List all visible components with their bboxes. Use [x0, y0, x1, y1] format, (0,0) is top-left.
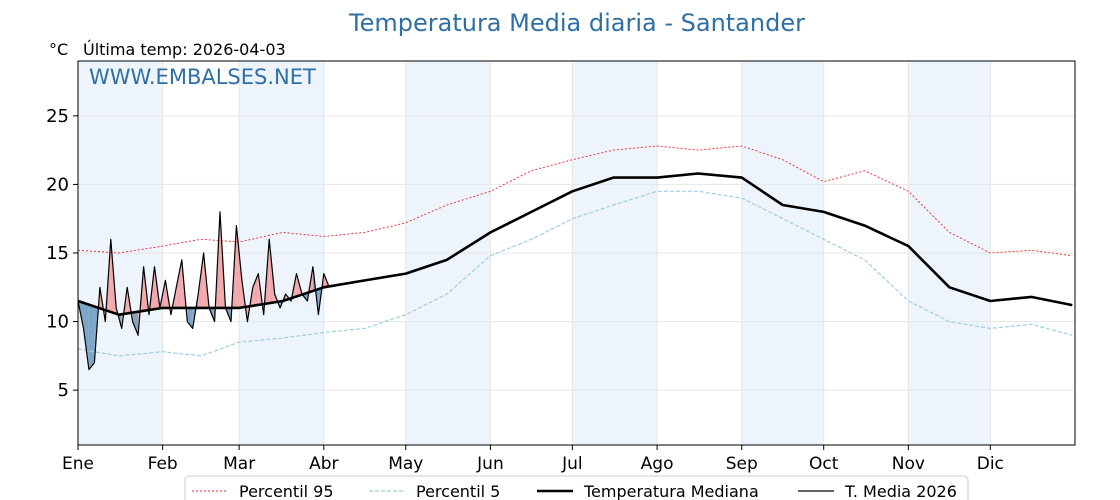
y-tick-label: 5: [58, 380, 69, 401]
legend-label-p5: Percentil 5: [416, 482, 500, 500]
legend: Percentil 95 Percentil 5 Temperatura Media…: [184, 475, 969, 500]
watermark: WWW.EMBALSES.NET: [89, 65, 316, 89]
x-tick-label: May: [388, 454, 423, 474]
y-tick-label: 25: [46, 106, 69, 127]
fill-below-median: [132, 311, 139, 336]
series-line-current: [77, 211, 330, 371]
series-line-median: [77, 172, 1073, 317]
series: [77, 145, 1073, 371]
x-tick-label: Nov: [892, 454, 925, 474]
fill-above-median: [252, 273, 259, 306]
legend-label-p95: Percentil 95: [239, 482, 334, 500]
x-axis: Ene Feb Mar Abr May Jun Jul Ago Sep Oct Nov Dic: [62, 445, 1004, 474]
series-line-p95: [77, 145, 1073, 257]
last-temp-label: Última temp: 2026-04-03: [83, 40, 286, 59]
x-tick-label: Mar: [223, 454, 255, 474]
fill-above-median: [176, 259, 182, 308]
fill-above-median: [263, 239, 270, 315]
x-tick-label: Dic: [977, 454, 1004, 474]
x-tick-label: Feb: [148, 454, 178, 474]
legend-label-median: Temperatura Mediana: [583, 482, 759, 500]
chart-title: Temperatura Media diaria - Santander: [348, 9, 805, 37]
fill-above-median: [121, 287, 128, 329]
y-tick-label: 10: [46, 312, 69, 333]
legend-label-current: T. Media 2026: [844, 482, 957, 500]
series-line-p5: [77, 190, 1073, 357]
legend-box: [184, 475, 969, 500]
fill-below-median: [88, 304, 95, 370]
y-tick-label: 20: [46, 174, 69, 195]
x-tick-label: Jun: [476, 454, 504, 474]
y-axis: 5 10 15 20 25: [46, 106, 78, 401]
fill-above-median: [236, 225, 242, 308]
fill-below-median: [83, 302, 89, 370]
x-tick-label: Abr: [309, 454, 338, 474]
grid: [77, 61, 1075, 445]
x-tick-label: Jul: [561, 454, 583, 474]
x-tick-label: Oct: [809, 454, 839, 474]
x-tick-label: Ago: [641, 454, 674, 474]
y-tick-label: 15: [46, 243, 69, 264]
unit-label: °C: [49, 40, 68, 59]
x-tick-label: Sep: [726, 454, 758, 474]
x-tick-label: Ene: [62, 454, 94, 474]
